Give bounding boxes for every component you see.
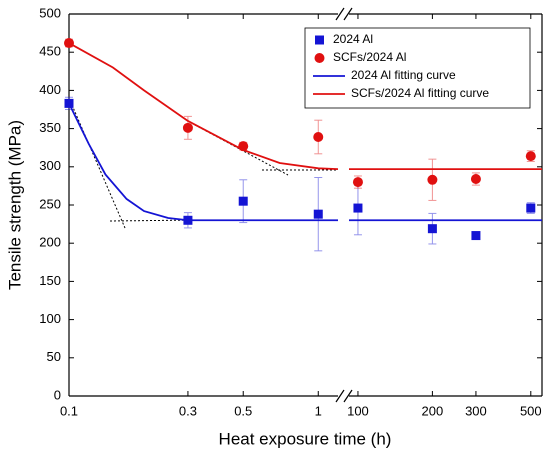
- y-tick-label: 300: [39, 158, 61, 173]
- tangent-line: [71, 104, 126, 229]
- y-tick-label: 400: [39, 82, 61, 97]
- point: [353, 203, 363, 213]
- fit-line: [68, 42, 339, 170]
- y-tick-label: 100: [39, 311, 61, 326]
- x-tick-label: 0.5: [234, 403, 252, 418]
- x-tick-label: 0.1: [60, 403, 78, 418]
- axis-break: [343, 389, 353, 403]
- y-tick-label: 150: [39, 273, 61, 288]
- x-tick-label: 1: [315, 403, 322, 418]
- x-tick-label: 100: [347, 403, 369, 418]
- point: [313, 132, 324, 143]
- y-tick-label: 250: [39, 196, 61, 211]
- y-tick-label: 50: [47, 349, 61, 364]
- y-axis-title: Tensile strength (MPa): [5, 120, 24, 290]
- point: [427, 224, 437, 234]
- legend-label: SCFs/2024 Al fitting curve: [351, 86, 489, 100]
- tangent-lines: [71, 104, 338, 229]
- legend-label: SCFs/2024 Al: [333, 50, 406, 64]
- x-axis-title: Heat exposure time (h): [219, 429, 392, 448]
- legend-marker: [314, 53, 325, 63]
- point: [352, 177, 363, 188]
- x-tick-label: 300: [465, 403, 487, 418]
- fit-line: [68, 102, 338, 222]
- point: [471, 231, 481, 241]
- y-tick-label: 350: [39, 120, 61, 135]
- point: [470, 174, 481, 185]
- axis-break: [335, 389, 345, 403]
- point: [427, 174, 438, 185]
- y-tick-label: 0: [54, 387, 61, 402]
- legend-label: 2024 Al: [333, 32, 373, 46]
- x-tick-label: 200: [422, 403, 444, 418]
- y-tick-label: 500: [39, 5, 61, 20]
- point: [525, 151, 536, 162]
- point: [238, 196, 248, 206]
- point: [182, 122, 193, 133]
- tangent-line: [109, 219, 201, 222]
- y-tick-label: 200: [39, 235, 61, 250]
- x-tick-label: 0.3: [179, 403, 197, 418]
- point: [526, 203, 536, 213]
- legend-label: 2024 Al fitting curve: [351, 68, 456, 82]
- point: [313, 209, 323, 219]
- x-tick-label: 500: [520, 403, 542, 418]
- axis-break: [335, 7, 345, 21]
- y-tick-label: 450: [39, 44, 61, 59]
- legend-marker: [315, 35, 324, 45]
- axis-break: [343, 7, 353, 21]
